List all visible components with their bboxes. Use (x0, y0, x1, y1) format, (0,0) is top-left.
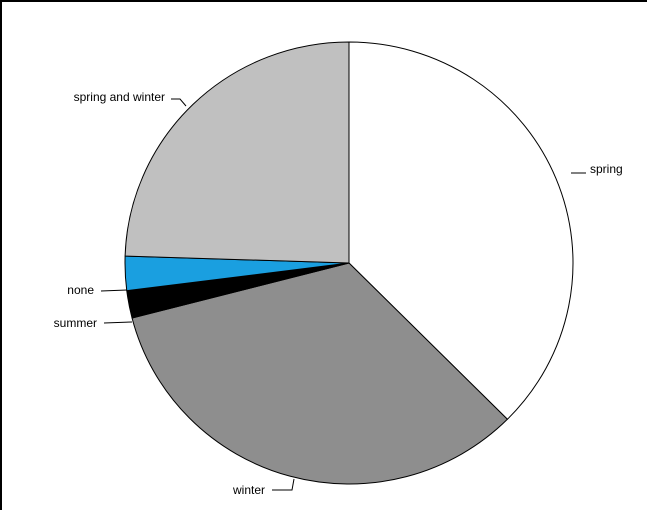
slice-labels: spring winter summer none spring and winter (54, 90, 623, 497)
pie-slices (124, 41, 574, 485)
pie-slice-spring (348, 41, 574, 420)
pie-slice-spring-and-winter (124, 41, 350, 264)
slice-label-none: none (67, 283, 94, 297)
leader-line-winter (272, 478, 295, 491)
leader-line-spring-and-winter (171, 98, 187, 107)
pie-slice-winter (131, 262, 508, 485)
slice-label-winter: winter (232, 483, 265, 497)
leader-lines (100, 98, 586, 491)
leader-line-summer (103, 321, 133, 324)
slice-label-spring-and-winter: spring and winter (74, 90, 165, 104)
slice-label-spring: spring (590, 162, 623, 176)
leader-line-none (100, 289, 128, 292)
slice-label-summer: summer (54, 316, 97, 330)
